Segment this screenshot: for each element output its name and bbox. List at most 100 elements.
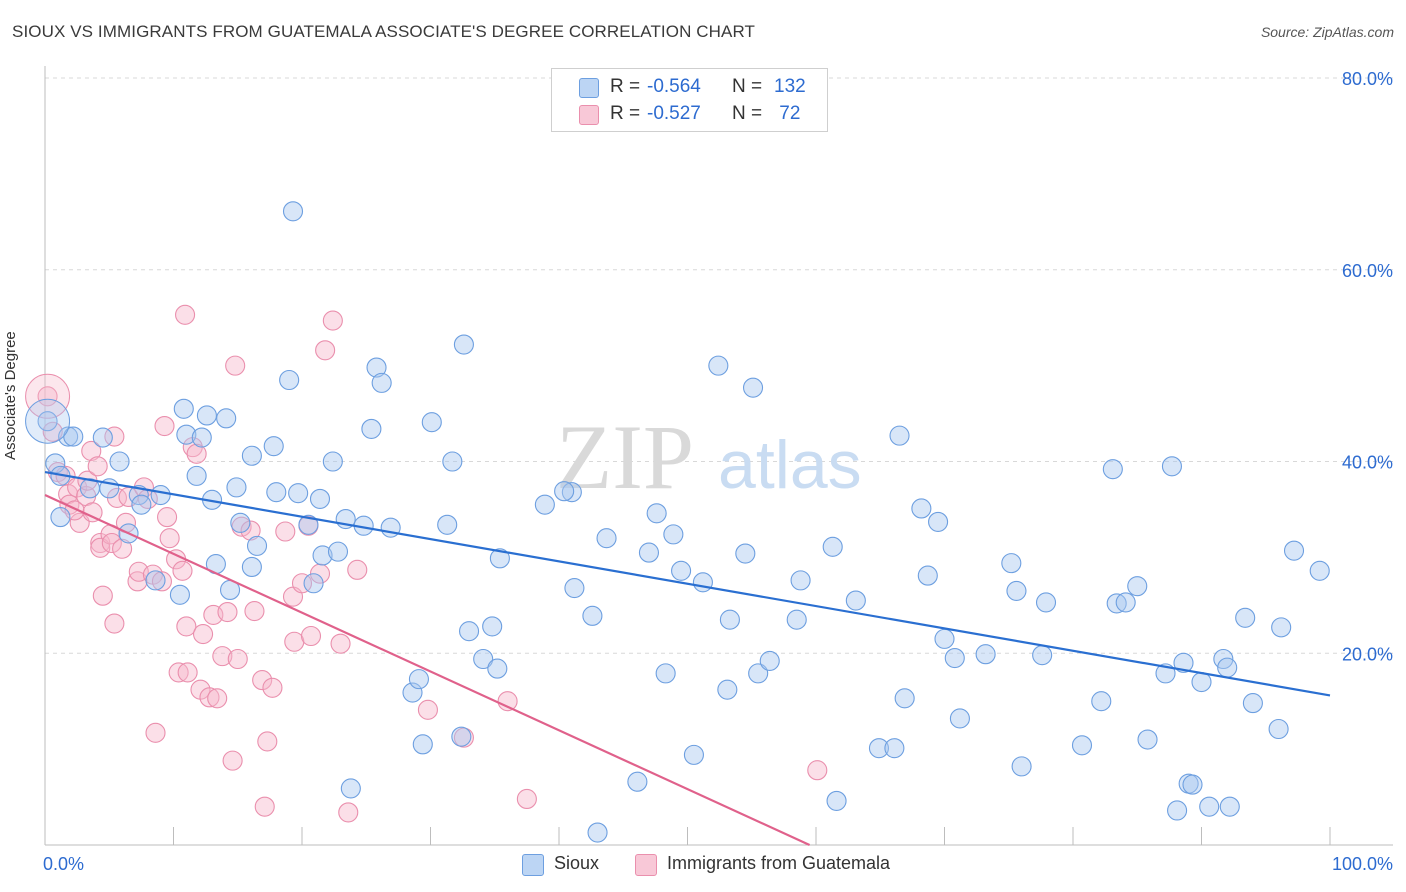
sioux-point bbox=[1167, 800, 1188, 821]
guatemala-point bbox=[92, 585, 113, 606]
guatemala-point bbox=[322, 310, 343, 331]
sioux-point bbox=[92, 427, 113, 448]
sioux-point bbox=[230, 512, 251, 533]
guatemala-point bbox=[291, 573, 313, 594]
sioux-point bbox=[473, 648, 494, 670]
sioux-point bbox=[717, 679, 738, 700]
guatemala-point bbox=[257, 731, 278, 752]
r-value: -0.527 bbox=[647, 103, 701, 124]
sioux-point bbox=[288, 483, 309, 504]
sioux-point bbox=[1032, 645, 1053, 666]
source-label: Source: ZipAtlas.com bbox=[1260, 24, 1394, 40]
guatemala-point bbox=[87, 456, 108, 477]
sioux-point bbox=[279, 369, 300, 391]
sioux-point bbox=[1137, 729, 1158, 750]
sioux-point bbox=[826, 790, 847, 811]
sioux-point bbox=[241, 556, 262, 578]
guatemala-point bbox=[807, 760, 828, 781]
guatemala-point bbox=[262, 677, 283, 698]
sioux-point bbox=[451, 726, 472, 747]
sioux-point bbox=[58, 426, 79, 447]
sioux-point bbox=[366, 357, 387, 378]
sioux-point bbox=[150, 485, 171, 506]
guatemala-points bbox=[25, 304, 828, 823]
guatemala-point bbox=[154, 415, 175, 437]
sioux-point bbox=[312, 545, 333, 566]
sioux-point bbox=[692, 572, 713, 593]
sioux-point bbox=[437, 514, 458, 535]
guatemala-point bbox=[90, 537, 111, 558]
guatemala-point bbox=[347, 559, 368, 580]
sioux-point bbox=[371, 372, 392, 393]
n-label: N = bbox=[732, 76, 763, 97]
sioux-point bbox=[911, 498, 932, 519]
sioux-point bbox=[748, 663, 769, 684]
sioux-point bbox=[266, 482, 287, 503]
guatemala-point bbox=[42, 421, 63, 442]
guatemala-point bbox=[112, 538, 133, 559]
sioux-point bbox=[894, 688, 915, 709]
axes bbox=[44, 66, 1393, 846]
sioux-point bbox=[1006, 580, 1027, 601]
guatemala-point bbox=[104, 426, 125, 447]
guatemala-point bbox=[212, 646, 233, 667]
n-label: N = bbox=[732, 103, 763, 124]
sioux-point bbox=[884, 738, 905, 759]
guatemala-point bbox=[177, 662, 198, 683]
guatemala-point bbox=[151, 571, 172, 592]
sioux-point bbox=[759, 650, 780, 671]
guatemala-point bbox=[193, 624, 214, 645]
sioux-point bbox=[442, 451, 463, 472]
guatemala-point bbox=[199, 687, 220, 708]
sioux-point bbox=[263, 436, 284, 457]
sioux-point bbox=[582, 605, 603, 626]
guatemala-point bbox=[81, 440, 102, 462]
sioux-point bbox=[145, 570, 166, 591]
guatemala-point bbox=[252, 670, 273, 691]
sioux-point bbox=[917, 565, 938, 586]
sioux-point bbox=[1035, 592, 1057, 613]
guatemala-point bbox=[497, 691, 518, 712]
sioux-point bbox=[402, 682, 423, 703]
guatemala-point bbox=[175, 304, 196, 325]
guatemala-point bbox=[227, 648, 248, 670]
guatemala-point bbox=[104, 613, 125, 634]
sioux-point bbox=[561, 482, 582, 503]
sioux-point bbox=[564, 578, 585, 599]
sioux-point bbox=[282, 201, 304, 222]
guatemala-point bbox=[244, 601, 265, 622]
sioux-point bbox=[1309, 560, 1330, 581]
sioux-swatch bbox=[579, 78, 599, 98]
sioux-point bbox=[1071, 735, 1093, 756]
sioux-point bbox=[822, 536, 843, 557]
sioux-point bbox=[1182, 774, 1203, 795]
sioux-point bbox=[196, 405, 217, 426]
sioux-point bbox=[489, 548, 510, 569]
sioux-point bbox=[683, 744, 704, 765]
sioux-point bbox=[1173, 652, 1194, 673]
sioux-point bbox=[671, 560, 692, 581]
sioux-point bbox=[191, 427, 212, 448]
sioux-point bbox=[1219, 796, 1240, 817]
sioux-points bbox=[25, 201, 1330, 843]
sioux-point bbox=[949, 708, 970, 729]
sioux-point bbox=[176, 424, 197, 445]
legend-row-guatemala: R = -0.527 N = 72 bbox=[552, 101, 827, 127]
guatemala-point bbox=[176, 616, 197, 637]
sioux-point bbox=[627, 771, 648, 792]
r-label: R = bbox=[610, 76, 641, 97]
sioux-point bbox=[1235, 607, 1256, 628]
sioux-point bbox=[928, 511, 949, 532]
sioux-point bbox=[246, 535, 268, 556]
sioux-point bbox=[482, 616, 503, 637]
sioux-point bbox=[663, 524, 684, 545]
guatemala-point bbox=[172, 560, 193, 581]
sioux-point bbox=[109, 451, 130, 472]
guatemala-point bbox=[222, 750, 243, 771]
r-value: -0.564 bbox=[647, 76, 701, 97]
r-label: R = bbox=[610, 103, 641, 124]
sioux-point bbox=[327, 541, 349, 562]
sioux-point bbox=[1217, 657, 1238, 678]
y-tick-label: 80.0% bbox=[1342, 69, 1393, 89]
guatemala-point bbox=[516, 788, 537, 810]
